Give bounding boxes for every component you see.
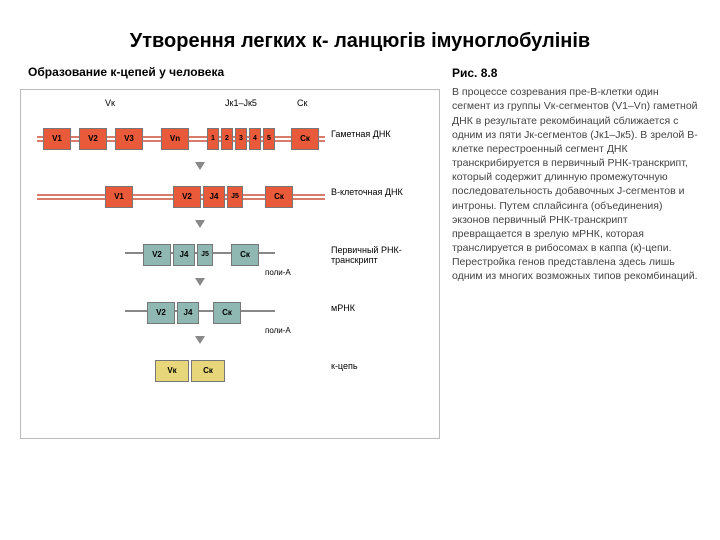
- polya-label: поли-А: [265, 268, 291, 277]
- top-label-row: Vк Jк1–Jк5 Cк: [25, 98, 435, 114]
- row-label: мРНК: [331, 304, 431, 314]
- polya-label: поли-А: [265, 326, 291, 335]
- page-title: Утворення легких к- ланцюгів імуноглобул…: [0, 0, 720, 65]
- down-arrow-icon: [195, 336, 205, 344]
- gene-segment: V3: [115, 128, 143, 150]
- gene-segment: 2: [221, 128, 233, 150]
- diagram-row: V1 V2 V3 Vn 12345 Cк Гаметная ДНК: [25, 114, 435, 164]
- gene-segment: 5: [263, 128, 275, 150]
- gene-segment: Cк: [231, 244, 259, 266]
- diagram-row: V2J4 Cк мРНК поли-А: [25, 288, 435, 338]
- gene-segment: V2: [147, 302, 175, 324]
- figure-label: Рис. 8.8: [452, 65, 700, 81]
- gene-segment: V2: [143, 244, 171, 266]
- gene-segment: V2: [79, 128, 107, 150]
- content-area: Образование к-цепей у человека Vк Jк1–Jк…: [0, 65, 720, 439]
- label-vk: Vк: [105, 98, 115, 108]
- gene-segment: V2: [173, 186, 201, 208]
- diagram-row: V1 V2J4J5 Cк В-клеточная ДНК: [25, 172, 435, 222]
- gene-segment: 1: [207, 128, 219, 150]
- diagram-row: VкCк к-цепь: [25, 346, 435, 396]
- down-arrow-icon: [195, 278, 205, 286]
- gene-segment: Vк: [155, 360, 189, 382]
- gene-segment: J4: [203, 186, 225, 208]
- gene-segment: J5: [227, 186, 243, 208]
- gene-segment: V1: [105, 186, 133, 208]
- diagram-panel: Образование к-цепей у человека Vк Jк1–Jк…: [20, 65, 440, 439]
- gene-segment: Cк: [213, 302, 241, 324]
- gene-segment: Cк: [191, 360, 225, 382]
- gene-segment: 4: [249, 128, 261, 150]
- gene-segment: J4: [177, 302, 199, 324]
- row-label: Гаметная ДНК: [331, 130, 431, 140]
- gene-segment: Cк: [291, 128, 319, 150]
- gene-segment: J4: [173, 244, 195, 266]
- description-panel: Рис. 8.8 В процессе созревания пре-В-кле…: [452, 65, 700, 439]
- row-label: В-клеточная ДНК: [331, 188, 431, 198]
- diagram-subtitle: Образование к-цепей у человека: [28, 65, 440, 79]
- label-jk: Jк1–Jк5: [225, 98, 257, 108]
- gene-diagram: Vк Jк1–Jк5 Cк V1 V2 V3 Vn 12345 Cк Гаметная ДН…: [20, 89, 440, 439]
- figure-description: В процессе созревания пре-В-клетки один …: [452, 85, 700, 283]
- row-label: Первичный РНК-транскрипт: [331, 246, 431, 266]
- gene-segment: J5: [197, 244, 213, 266]
- down-arrow-icon: [195, 220, 205, 228]
- gene-segment: V1: [43, 128, 71, 150]
- row-label: к-цепь: [331, 362, 431, 372]
- label-ck: Cк: [297, 98, 307, 108]
- down-arrow-icon: [195, 162, 205, 170]
- gene-segment: 3: [235, 128, 247, 150]
- gene-segment: Vn: [161, 128, 189, 150]
- diagram-row: V2J4J5 Cк Первичный РНК-транскрипт поли-А: [25, 230, 435, 280]
- gene-segment: Cк: [265, 186, 293, 208]
